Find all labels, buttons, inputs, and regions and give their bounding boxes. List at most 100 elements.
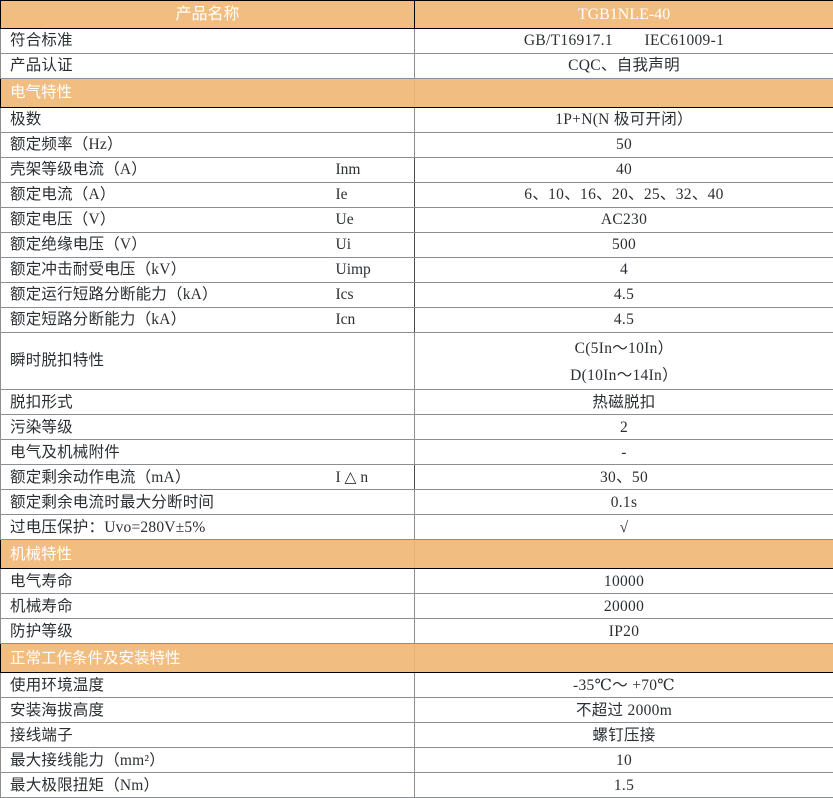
table-row: 接线端子螺钉压接 bbox=[1, 723, 833, 748]
section-title-spacer bbox=[415, 79, 833, 108]
row-value: 1.5 bbox=[415, 773, 833, 798]
row-label: 最大极限扭矩（Nm） bbox=[1, 773, 415, 798]
section-title: 正常工作条件及安装特性 bbox=[1, 644, 415, 673]
row-label: 额定频率（Hz） bbox=[1, 133, 415, 158]
row-value: 4.5 bbox=[415, 283, 833, 308]
row-value: - bbox=[415, 440, 833, 465]
row-label: 机械寿命 bbox=[1, 594, 415, 619]
row-label: 额定剩余电流时最大分断时间 bbox=[1, 490, 415, 515]
row-label: 额定短路分断能力（kA） bbox=[1, 308, 296, 333]
row-symbol: Ics bbox=[296, 283, 415, 308]
section-header-row: 机械特性 bbox=[1, 540, 833, 569]
table-row: 安装海拔高度不超过 2000m bbox=[1, 698, 833, 723]
row-symbol: Inm bbox=[296, 158, 415, 183]
row-value: 不超过 2000m bbox=[415, 698, 833, 723]
row-label: 接线端子 bbox=[1, 723, 415, 748]
row-value: √ bbox=[415, 515, 833, 540]
row-value-line-2: D(10In～14In） bbox=[423, 362, 825, 389]
row-value: 6、10、16、20、25、32、40 bbox=[415, 183, 833, 208]
row-value: GB/T16917.1 IEC61009-1 bbox=[415, 29, 833, 54]
row-value: 500 bbox=[415, 233, 833, 258]
row-value: 热磁脱扣 bbox=[415, 390, 833, 415]
row-value: 螺钉压接 bbox=[415, 723, 833, 748]
title-label-cell: 产品名称 bbox=[1, 1, 415, 29]
row-label: 极数 bbox=[1, 108, 415, 133]
row-symbol: Ie bbox=[296, 183, 415, 208]
section-title: 机械特性 bbox=[1, 540, 415, 569]
section-title-spacer bbox=[415, 644, 833, 673]
row-label: 电气寿命 bbox=[1, 569, 415, 594]
row-label: 额定运行短路分断能力（kA） bbox=[1, 283, 296, 308]
row-value: IP20 bbox=[415, 619, 833, 644]
row-label: 额定剩余动作电流（mA） bbox=[1, 465, 296, 490]
table-row: 额定频率（Hz）50 bbox=[1, 133, 833, 158]
table-row: 最大接线能力（mm²）10 bbox=[1, 748, 833, 773]
row-symbol: Icn bbox=[296, 308, 415, 333]
row-label: 污染等级 bbox=[1, 415, 415, 440]
row-value: 50 bbox=[415, 133, 833, 158]
row-label: 瞬时脱扣特性 bbox=[1, 333, 415, 390]
row-label: 最大接线能力（mm²） bbox=[1, 748, 415, 773]
row-label: 使用环境温度 bbox=[1, 673, 415, 698]
row-value: 4.5 bbox=[415, 308, 833, 333]
table-row: 脱扣形式热磁脱扣 bbox=[1, 390, 833, 415]
row-value: CQC、自我声明 bbox=[415, 54, 833, 79]
table-row: 使用环境温度-35℃～ +70℃ bbox=[1, 673, 833, 698]
row-label: 符合标准 bbox=[1, 29, 415, 54]
row-value: 30、50 bbox=[415, 465, 833, 490]
row-symbol: Ue bbox=[296, 208, 415, 233]
table-row: 过电压保护：Uvo=280V±5%√ bbox=[1, 515, 833, 540]
row-value: 10000 bbox=[415, 569, 833, 594]
row-label: 壳架等级电流（A） bbox=[1, 158, 296, 183]
row-label: 额定电流（A） bbox=[1, 183, 296, 208]
row-value: 0.1s bbox=[415, 490, 833, 515]
row-label: 额定冲击耐受电压（kV） bbox=[1, 258, 296, 283]
row-value-line-1: C(5In～10In） bbox=[423, 335, 825, 362]
row-value: 10 bbox=[415, 748, 833, 773]
table-row: 电气及机械附件- bbox=[1, 440, 833, 465]
row-label: 额定绝缘电压（V） bbox=[1, 233, 296, 258]
row-label: 过电压保护：Uvo=280V±5% bbox=[1, 515, 415, 540]
row-value: C(5In～10In）D(10In～14In） bbox=[415, 333, 833, 390]
section-title: 电气特性 bbox=[1, 79, 415, 108]
row-label: 产品认证 bbox=[1, 54, 415, 79]
row-label: 安装海拔高度 bbox=[1, 698, 415, 723]
row-value: -35℃～ +70℃ bbox=[415, 673, 833, 698]
row-value: AC230 bbox=[415, 208, 833, 233]
section-header-row: 正常工作条件及安装特性 bbox=[1, 644, 833, 673]
title-model-cell: TGB1NLE-40 bbox=[415, 1, 833, 29]
row-value: 4 bbox=[415, 258, 833, 283]
row-symbol: Uimp bbox=[296, 258, 415, 283]
row-value: 20000 bbox=[415, 594, 833, 619]
row-label: 电气及机械附件 bbox=[1, 440, 415, 465]
row-value: 2 bbox=[415, 415, 833, 440]
row-symbol: I △ n bbox=[296, 465, 415, 490]
row-label: 脱扣形式 bbox=[1, 390, 415, 415]
row-label: 额定电压（V） bbox=[1, 208, 296, 233]
section-header-row: 电气特性 bbox=[1, 79, 833, 108]
table-row: 最大极限扭矩（Nm）1.5 bbox=[1, 773, 833, 798]
row-label: 防护等级 bbox=[1, 619, 415, 644]
row-symbol: Ui bbox=[296, 233, 415, 258]
row-value: 1P+N(N 极可开闭） bbox=[415, 108, 833, 133]
